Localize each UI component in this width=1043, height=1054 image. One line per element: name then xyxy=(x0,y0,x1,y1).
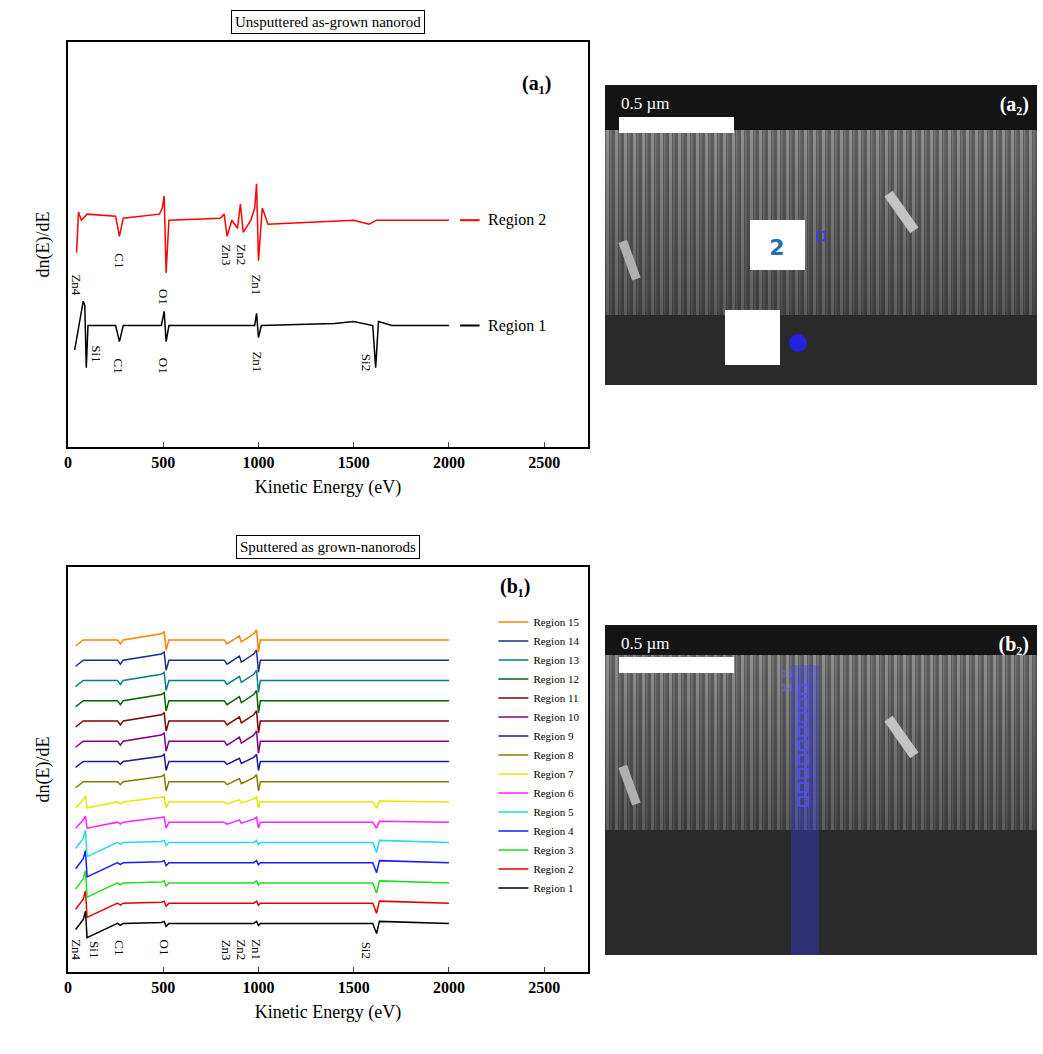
svg-text:500: 500 xyxy=(151,979,175,996)
svg-text:O1: O1 xyxy=(156,358,171,374)
svg-text:Zn1: Zn1 xyxy=(249,274,264,295)
svg-text:14: 14 xyxy=(782,683,794,693)
svg-text:Si2: Si2 xyxy=(359,942,374,959)
svg-text:Region 7: Region 7 xyxy=(533,768,574,780)
svg-text:dn(E)/dE: dn(E)/dE xyxy=(33,212,54,278)
svg-text:Region 9: Region 9 xyxy=(533,730,574,742)
svg-text:Zn4: Zn4 xyxy=(69,939,84,960)
svg-text:dn(E)/dE: dn(E)/dE xyxy=(33,737,54,803)
svg-text:C1: C1 xyxy=(111,359,126,374)
svg-text:15: 15 xyxy=(782,669,793,679)
svg-text:(a₂): (a₂) xyxy=(1000,93,1029,116)
svg-text:Unsputtered as-grown nanorod: Unsputtered as-grown nanorod xyxy=(235,14,421,30)
svg-text:Region 11: Region 11 xyxy=(533,692,578,704)
svg-text:Region 6: Region 6 xyxy=(533,787,574,799)
svg-text:0.5 µm: 0.5 µm xyxy=(621,94,670,113)
svg-text:Sputtered as grown-nanorods: Sputtered as grown-nanorods xyxy=(240,539,416,555)
svg-text:0.5 µm: 0.5 µm xyxy=(621,634,670,653)
svg-text:Si1: Si1 xyxy=(87,941,102,958)
svg-text:Region 2: Region 2 xyxy=(533,863,573,875)
svg-text:Kinetic Energy (eV): Kinetic Energy (eV) xyxy=(255,477,402,498)
svg-text:Region 13: Region 13 xyxy=(533,654,579,666)
svg-text:Zn3: Zn3 xyxy=(219,940,234,961)
svg-text:Region 15: Region 15 xyxy=(533,616,579,628)
svg-text:1000: 1000 xyxy=(242,979,274,996)
svg-text:1500: 1500 xyxy=(338,979,370,996)
svg-text:C1: C1 xyxy=(112,940,127,955)
svg-text:Region 12: Region 12 xyxy=(533,673,579,685)
svg-text:Kinetic Energy (eV): Kinetic Energy (eV) xyxy=(255,1002,402,1023)
svg-text:Zn4: Zn4 xyxy=(69,274,84,295)
svg-text:Zn2: Zn2 xyxy=(234,244,249,265)
svg-text:Region 10: Region 10 xyxy=(533,711,579,723)
svg-text:Zn1: Zn1 xyxy=(250,351,265,372)
svg-text:Zn3: Zn3 xyxy=(219,245,234,266)
svg-text:Zn2: Zn2 xyxy=(234,939,249,960)
svg-text:1000: 1000 xyxy=(242,454,274,471)
svg-text:(a₁): (a₁) xyxy=(522,72,551,95)
svg-text:Region 1: Region 1 xyxy=(488,317,546,335)
svg-text:Region 5: Region 5 xyxy=(533,806,574,818)
svg-text:Si2: Si2 xyxy=(359,354,374,371)
svg-text:Region 1: Region 1 xyxy=(533,882,573,894)
svg-text:Zn1: Zn1 xyxy=(249,939,264,960)
svg-text:1500: 1500 xyxy=(338,454,370,471)
svg-text:2: 2 xyxy=(769,235,784,260)
svg-text:500: 500 xyxy=(151,454,175,471)
svg-text:2500: 2500 xyxy=(528,454,560,471)
svg-text:O1: O1 xyxy=(157,940,172,956)
svg-text:(b₁): (b₁) xyxy=(500,575,530,598)
svg-text:Region 4: Region 4 xyxy=(533,825,574,837)
svg-text:Region 8: Region 8 xyxy=(533,749,574,761)
svg-text:2000: 2000 xyxy=(433,454,465,471)
svg-text:2000: 2000 xyxy=(433,979,465,996)
svg-text:Si1: Si1 xyxy=(89,345,104,362)
svg-text:(b₂): (b₂) xyxy=(999,633,1029,656)
svg-text:Region 14: Region 14 xyxy=(533,635,579,647)
svg-text:C1: C1 xyxy=(112,253,127,268)
svg-text:0: 0 xyxy=(64,454,72,471)
svg-text:2500: 2500 xyxy=(528,979,560,996)
svg-text:0: 0 xyxy=(64,979,72,996)
svg-text:Region 2: Region 2 xyxy=(488,211,546,229)
svg-text:Region 3: Region 3 xyxy=(533,844,574,856)
svg-text:O1: O1 xyxy=(156,289,171,305)
